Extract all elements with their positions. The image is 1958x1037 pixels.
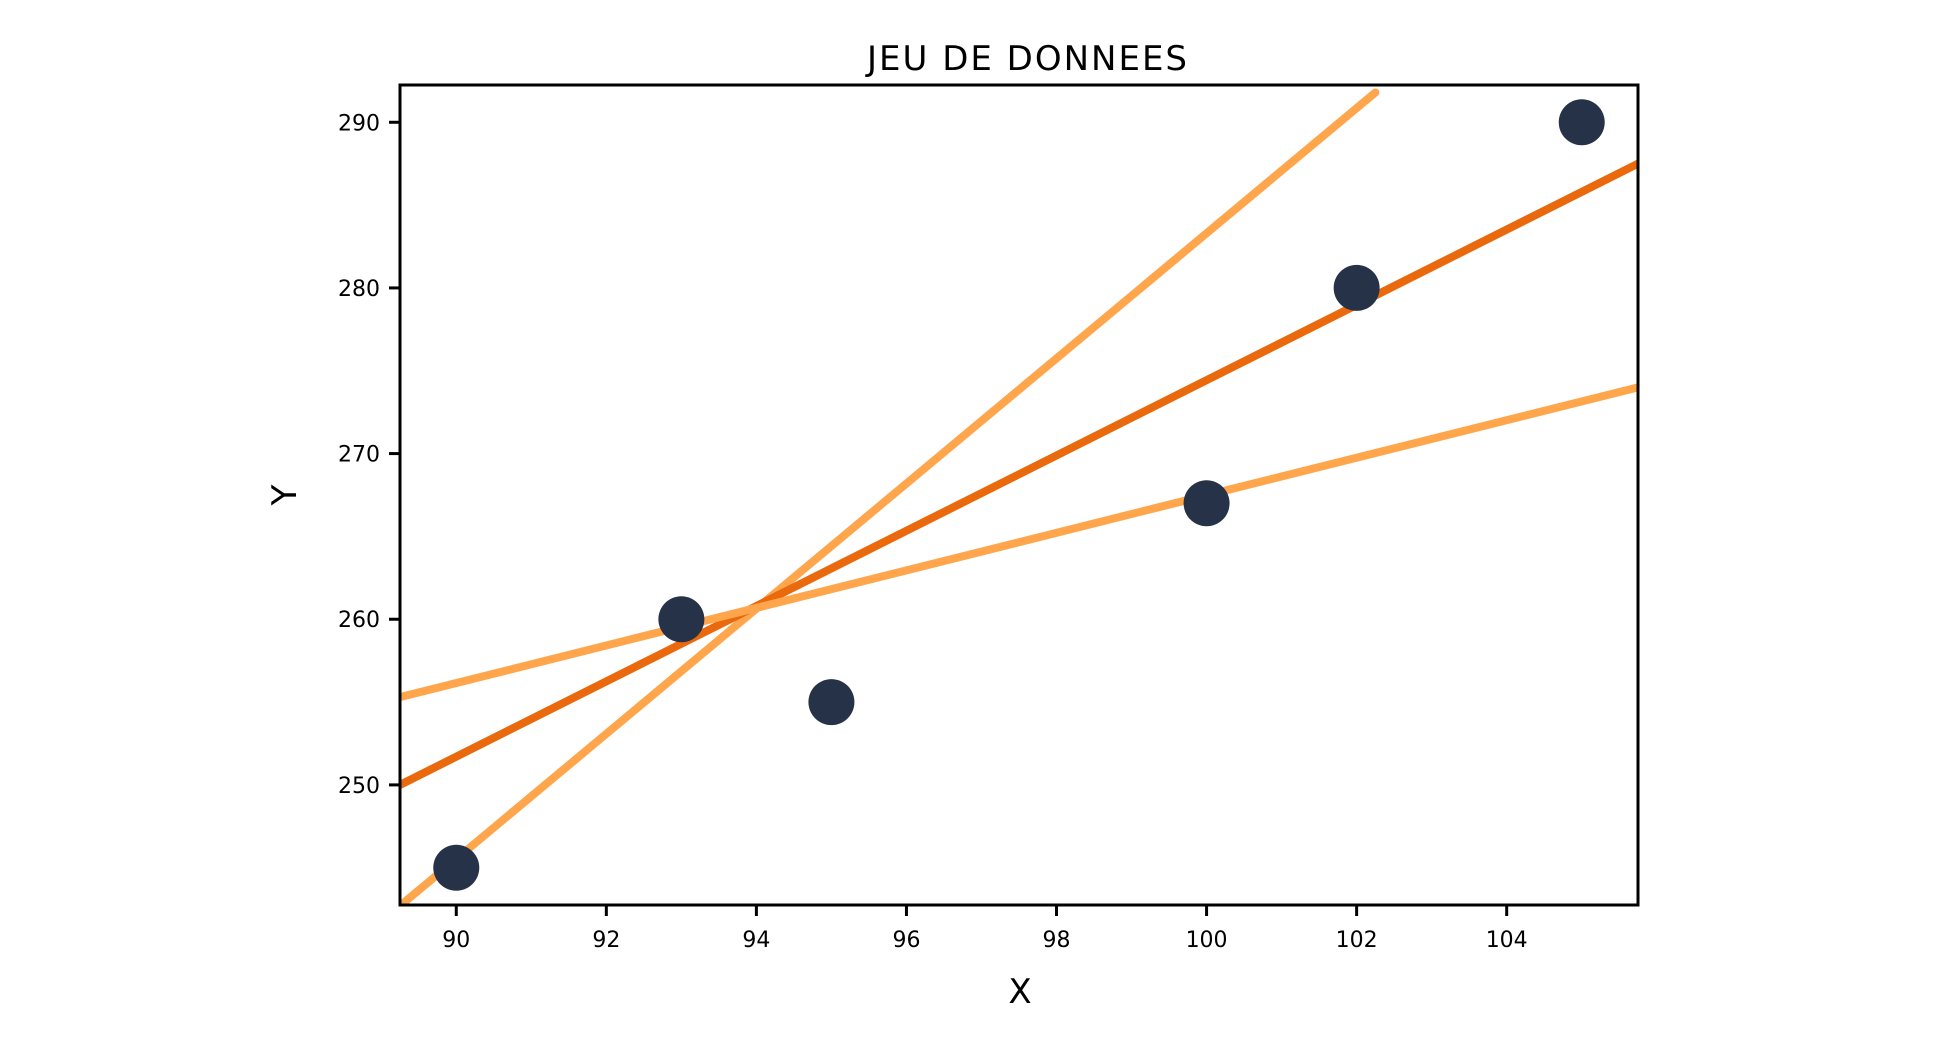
x-tick-label: 96 bbox=[892, 928, 920, 953]
fit-line-3 bbox=[400, 383, 1638, 702]
y-axis-label: Y bbox=[265, 484, 305, 506]
y-tick-label: 260 bbox=[338, 608, 380, 633]
y-tick-label: 280 bbox=[338, 277, 380, 302]
fit-lines bbox=[400, 88, 1638, 905]
data-points bbox=[433, 99, 1605, 891]
y-tick-label: 270 bbox=[338, 443, 380, 468]
data-point bbox=[808, 679, 855, 726]
x-tick-label: 104 bbox=[1486, 928, 1528, 953]
data-point bbox=[1333, 264, 1380, 311]
y-tick-label: 290 bbox=[338, 111, 380, 136]
x-tick-label: 92 bbox=[592, 928, 620, 953]
y-tick-label: 250 bbox=[338, 774, 380, 799]
data-point bbox=[1558, 99, 1605, 146]
x-tick-label: 94 bbox=[742, 928, 770, 953]
x-tick-label: 98 bbox=[1043, 928, 1071, 953]
x-tick-label: 102 bbox=[1336, 928, 1378, 953]
chart-title: JEU DE DONNEES bbox=[865, 39, 1189, 79]
plot-frame bbox=[398, 83, 1640, 907]
data-point bbox=[433, 844, 480, 891]
x-tick-label: 100 bbox=[1186, 928, 1228, 953]
x-tick-label: 90 bbox=[442, 928, 470, 953]
x-axis-label: X bbox=[1008, 972, 1031, 1012]
data-point bbox=[1183, 480, 1230, 527]
fit-line-2 bbox=[400, 159, 1638, 789]
x-axis-ticks: 90 92 94 96 98 100 102 104 bbox=[442, 905, 1528, 953]
data-point bbox=[658, 596, 705, 643]
y-axis-ticks: 250 260 270 280 290 bbox=[338, 111, 400, 799]
fit-line-1 bbox=[400, 88, 1380, 905]
